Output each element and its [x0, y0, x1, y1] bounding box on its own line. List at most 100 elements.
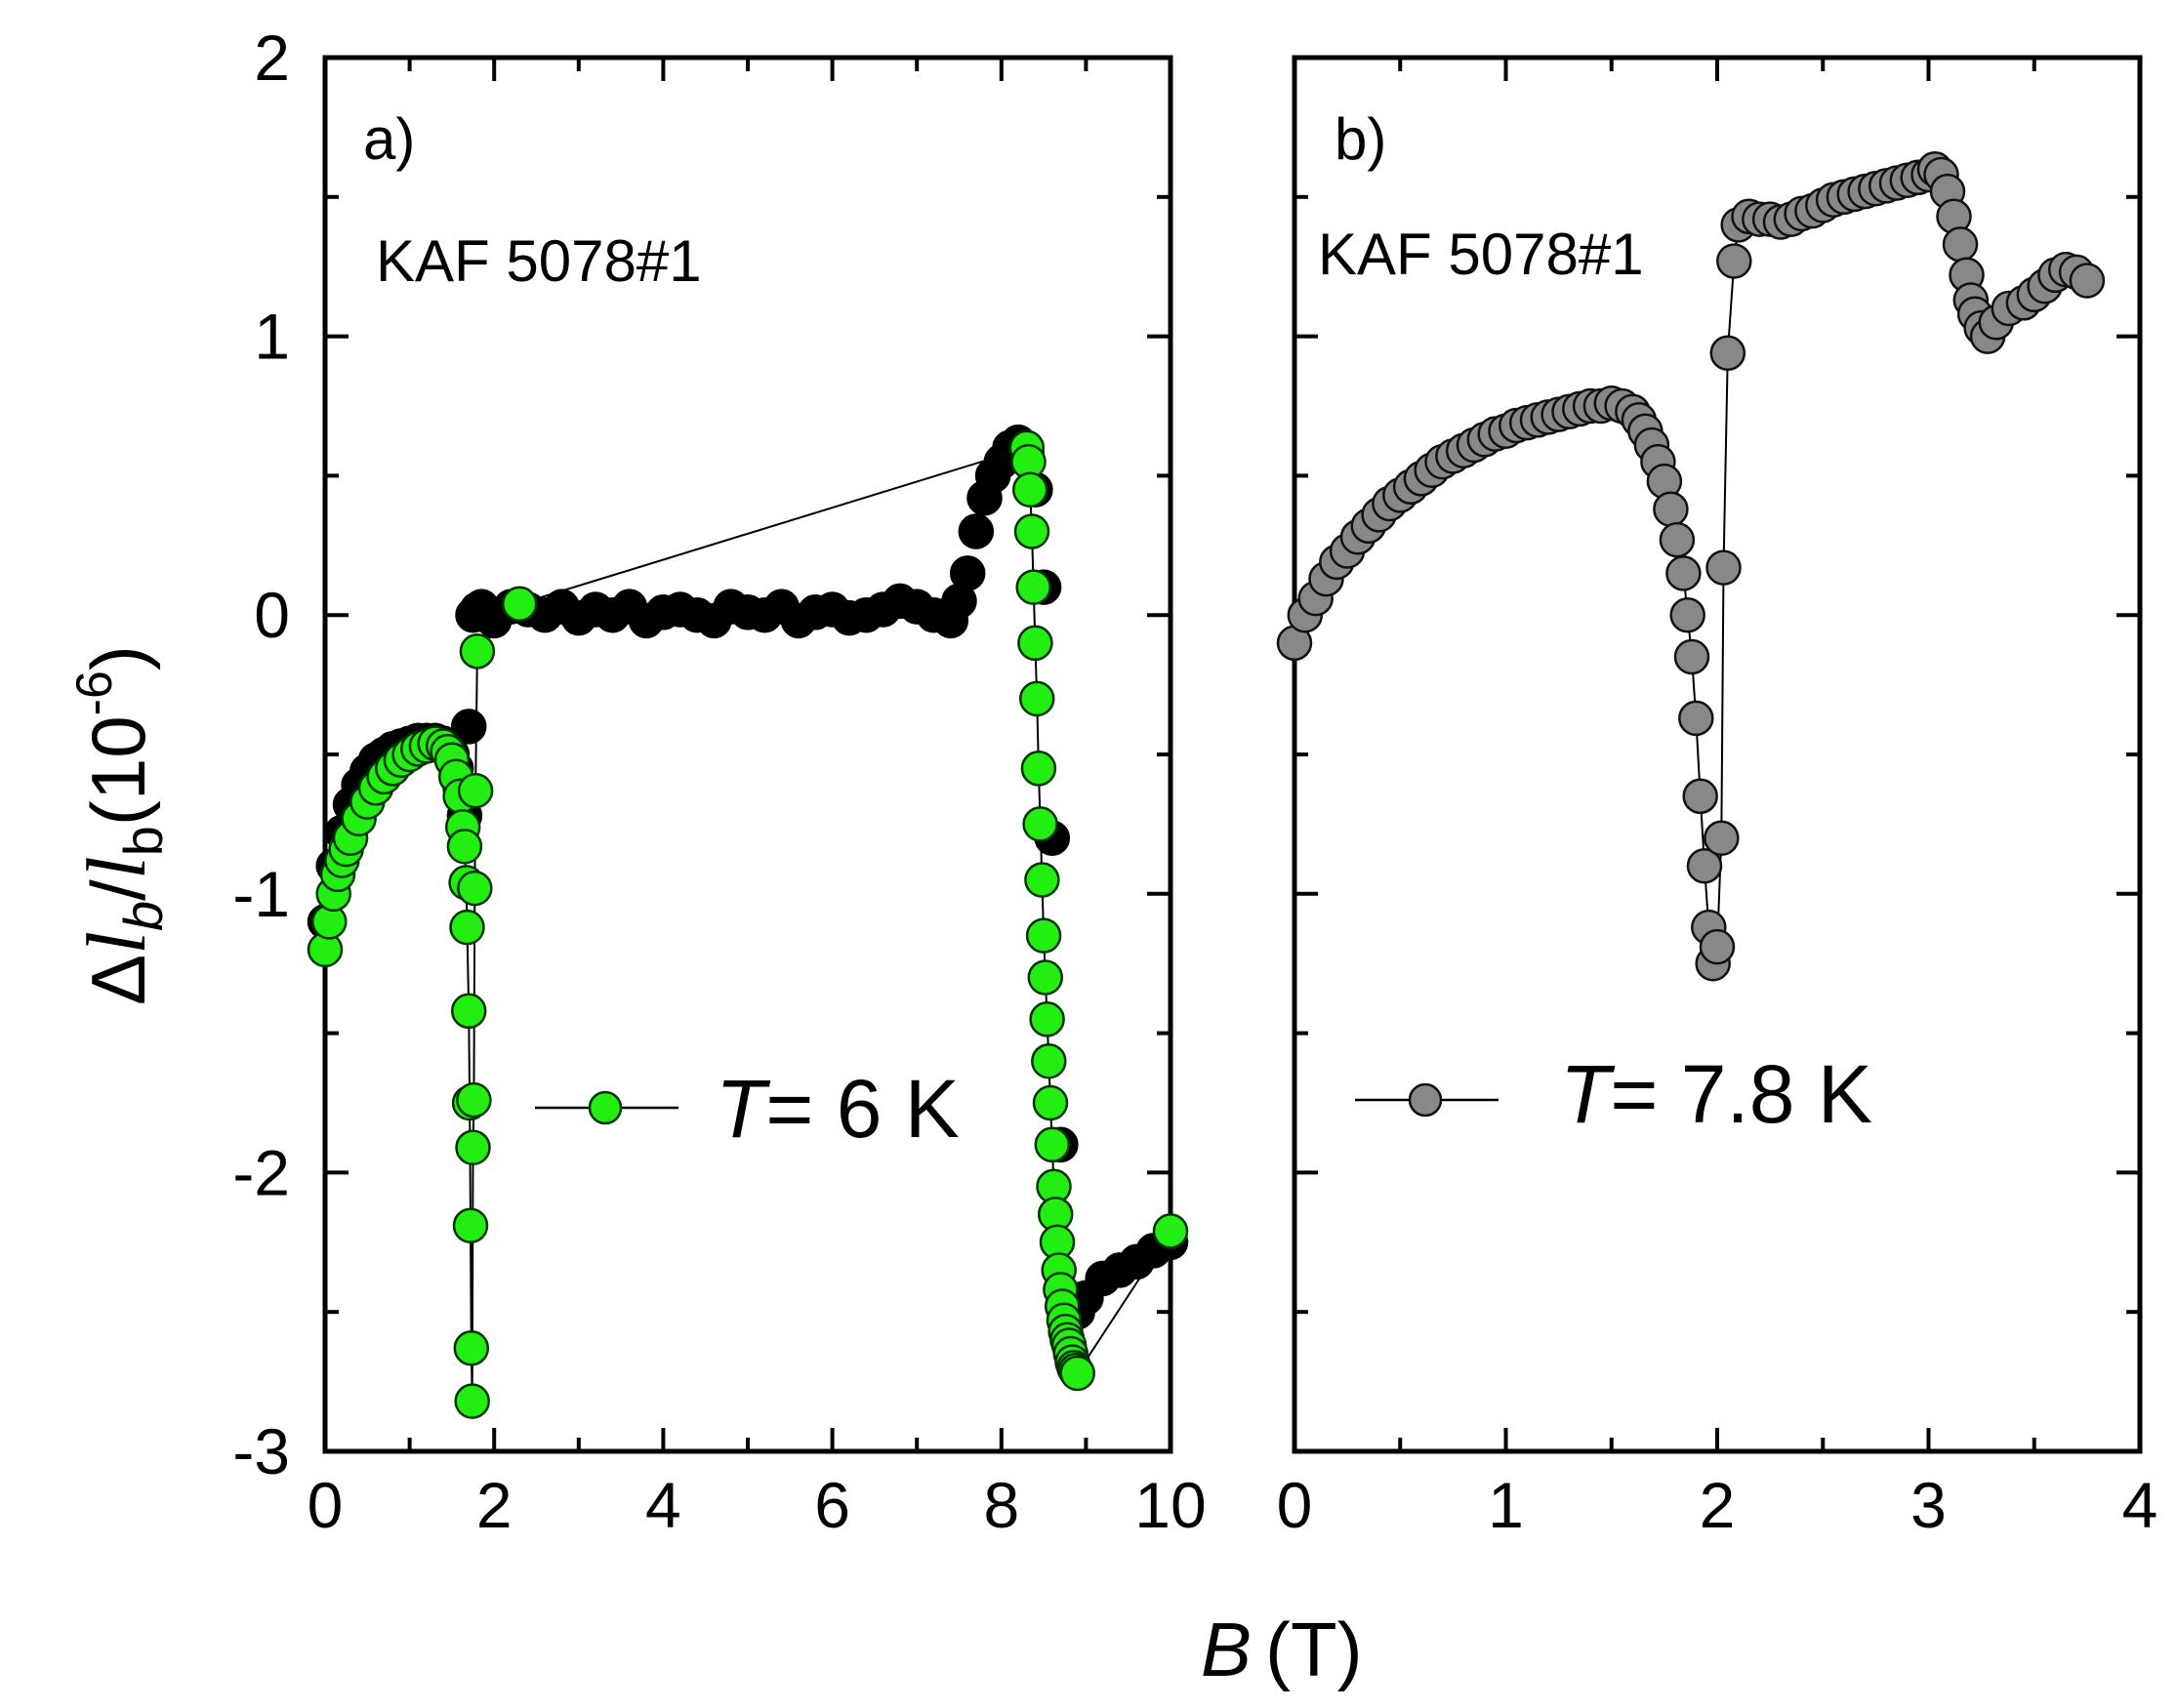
y-title-exponent: -6 [66, 671, 123, 715]
data-point-green [457, 870, 493, 907]
data-point-green [450, 993, 487, 1030]
y-title-l2: l [69, 856, 163, 879]
data-point-green [455, 1129, 491, 1165]
data-point-gray [1653, 491, 1689, 527]
data-point-black [450, 709, 487, 745]
y-title-unit-close: ) [75, 645, 161, 671]
y-title-unit-open: (10 [75, 715, 161, 826]
sample-label-a: KAF 5078#1 [376, 228, 702, 294]
x-tick-label: 3 [1910, 1469, 1947, 1541]
data-point-green [1029, 1001, 1065, 1037]
data-point-green [446, 828, 483, 865]
legend-value-b: = 7.8 K [1610, 1048, 1872, 1140]
data-point-gray [1704, 820, 1740, 856]
data-point-gray [1942, 226, 1979, 263]
x-tick-label: 2 [476, 1469, 513, 1541]
data-point-green [456, 1081, 492, 1118]
data-point-green [454, 1383, 490, 1419]
legend-marker-b [1408, 1082, 1443, 1118]
x-axis-unit: (T) [1265, 1606, 1363, 1692]
x-tick-label: 1 [1488, 1469, 1524, 1541]
legend-var-b: T [1560, 1048, 1616, 1140]
data-point-green [452, 1207, 489, 1243]
data-point-green [1020, 751, 1057, 787]
y-tick-labels-a: -3 -2 -1 0 1 2 [232, 21, 290, 1487]
data-point-gray [1686, 847, 1723, 884]
y-tick-label: 2 [254, 21, 290, 94]
data-point-green [459, 633, 496, 670]
data-point-green [1018, 680, 1055, 717]
data-point-green [1015, 569, 1051, 605]
tick-marks-a [323, 56, 1172, 1453]
data-point-black [949, 555, 986, 591]
data-point-green [1024, 862, 1060, 898]
y-title-l1: l [69, 931, 163, 955]
data-point-green [501, 586, 538, 623]
x-axis-symbol: B [1201, 1606, 1252, 1692]
x-tick-label: 6 [814, 1469, 850, 1541]
sample-label-b: KAF 5078#1 [1318, 222, 1644, 287]
data-point-gray [1709, 335, 1746, 371]
x-tick-label: 2 [1700, 1469, 1736, 1541]
data-point-green [1059, 1355, 1095, 1392]
x-tick-label: 0 [308, 1469, 344, 1541]
data-point-green [1031, 1042, 1067, 1079]
x-tick-label: 0 [1277, 1469, 1313, 1541]
chart-panel-a: -3 -2 -1 0 1 2 0 2 4 6 8 10 a) KAF 5078#1 T= 6 K [232, 21, 1206, 1541]
data-point-green [1025, 917, 1062, 954]
x-tick-label: 4 [2122, 1469, 2158, 1541]
data-point-gray [1699, 928, 1736, 965]
panel-label-b: b) [1335, 106, 1386, 172]
data-point-green [1013, 513, 1050, 549]
data-point-gray [1682, 778, 1718, 815]
x-tick-label: 10 [1134, 1469, 1206, 1541]
legend-a: T= 6 K [535, 1063, 960, 1155]
y-title-delta: Δ [75, 955, 161, 1005]
x-tick-labels-a: 0 2 4 6 8 10 [308, 1469, 1207, 1541]
data-point-green [453, 1330, 490, 1366]
data-point-gray [1716, 243, 1752, 279]
y-title-sub2: b [112, 826, 174, 856]
y-title-sub1: b [112, 901, 174, 931]
y-axis-title: Δlb/lb(10-6) [66, 645, 174, 1005]
data-point-green [457, 772, 494, 809]
panel-label-a: a) [363, 106, 415, 172]
legend-text-a: T= 6 K [716, 1063, 960, 1155]
data-points-b [1276, 150, 2106, 982]
data-point-green [1017, 625, 1053, 662]
data-point-gray [1673, 638, 1710, 675]
x-axis-title: B (T) [1201, 1606, 1363, 1692]
x-tick-label: 4 [645, 1469, 681, 1541]
legend-value-a: = 6 K [765, 1063, 959, 1155]
legend-b: T= 7.8 K [1355, 1048, 1872, 1140]
data-point-green [1152, 1213, 1189, 1249]
y-tick-label: -3 [232, 1415, 290, 1487]
y-title-slash: / [75, 879, 161, 901]
data-point-gray [1678, 700, 1714, 737]
y-tick-label: 0 [254, 579, 290, 651]
data-point-green [1032, 1084, 1069, 1121]
chart-panel-b: 0 1 2 3 4 b) KAF 5078#1 T= 7.8 K [1276, 55, 2158, 1541]
legend-marker-a [588, 1090, 623, 1125]
data-point-gray [2069, 263, 2106, 299]
data-point-black [958, 513, 995, 549]
data-points-a [307, 424, 1189, 1419]
data-point-gray [1705, 549, 1742, 586]
data-point-green [1027, 959, 1064, 996]
data-point-green [1011, 471, 1048, 508]
legend-var-a: T [716, 1063, 771, 1155]
data-point-green [449, 909, 485, 946]
tick-marks-b [1293, 56, 2142, 1453]
data-point-green [1022, 806, 1058, 842]
y-tick-label: -1 [232, 858, 290, 930]
x-tick-labels-b: 0 1 2 3 4 [1277, 1469, 2158, 1541]
y-tick-label: 1 [254, 301, 290, 373]
legend-text-b: T= 7.8 K [1560, 1048, 1872, 1140]
data-point-gray [1659, 521, 1696, 558]
data-point-gray [1669, 596, 1705, 633]
data-point-gray [1665, 555, 1702, 591]
data-point-green [1034, 1126, 1071, 1163]
x-tick-label: 8 [983, 1469, 1019, 1541]
y-tick-label: -2 [232, 1136, 290, 1208]
